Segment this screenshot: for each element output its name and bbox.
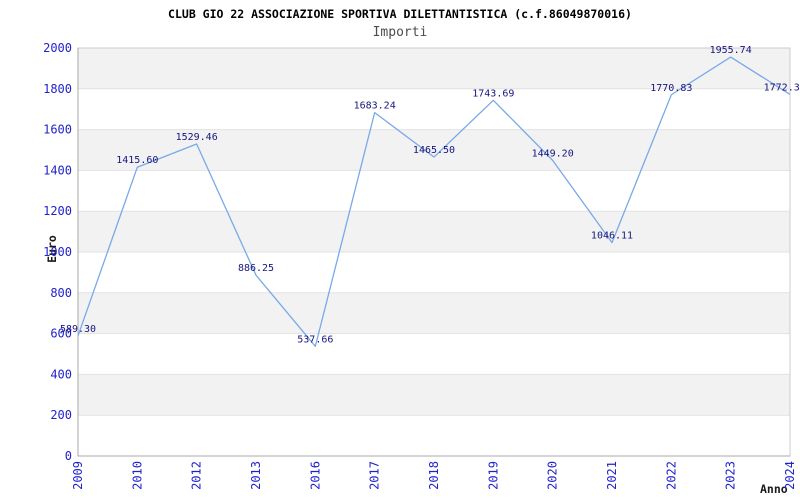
data-point-label: 589.30 (60, 324, 96, 335)
y-tick-label: 600 (50, 327, 72, 341)
chart-subtitle: Importi (372, 25, 428, 40)
x-tick-label: 2021 (605, 461, 619, 490)
data-point-label: 1046.11 (591, 231, 633, 242)
x-tick-label: 2017 (368, 461, 382, 490)
x-tick-label: 2019 (486, 461, 500, 490)
data-point-label: 1683.24 (354, 101, 396, 112)
x-tick-label: 2012 (190, 461, 204, 490)
x-axis-title: Anno (760, 482, 788, 496)
x-tick-label: 2023 (724, 461, 738, 490)
plot-band (78, 374, 790, 416)
data-point-label: 1449.20 (532, 148, 574, 159)
x-tick-label: 2016 (308, 461, 322, 490)
y-tick-label: 1600 (43, 123, 72, 137)
y-tick-label: 1800 (43, 82, 72, 96)
x-tick-label: 2024 (783, 461, 797, 490)
x-tick-label: 2022 (664, 461, 678, 490)
data-line (77, 56, 791, 347)
y-tick-label: 0 (65, 449, 72, 463)
x-tick-label: 2010 (130, 461, 144, 490)
y-tick-label: 400 (50, 367, 72, 381)
data-point-label: 1465.50 (413, 145, 455, 156)
x-tick-label: 2009 (71, 461, 85, 490)
plot-band (78, 211, 790, 252)
x-tick-label: 2013 (249, 461, 263, 490)
plot-band (78, 129, 790, 171)
data-point-label: 1770.83 (650, 83, 692, 94)
x-tick-label: 2020 (546, 461, 560, 490)
plot-band (78, 48, 790, 89)
y-tick-label: 1200 (43, 204, 72, 218)
y-tick-label: 2000 (43, 41, 72, 55)
data-point-label: 1772.3 (764, 82, 800, 93)
chart-title: CLUB GIO 22 ASSOCIAZIONE SPORTIVA DILETT… (168, 7, 632, 21)
y-tick-label: 1400 (43, 163, 72, 177)
data-point-label: 1415.60 (116, 155, 158, 166)
y-tick-label: 200 (50, 408, 72, 422)
y-tick-label: 800 (50, 286, 72, 300)
data-point-label: 1529.46 (176, 132, 218, 143)
data-point-label: 886.25 (238, 263, 274, 274)
data-point-label: 1955.74 (710, 45, 752, 56)
data-point-label: 1743.69 (472, 88, 514, 99)
plot-band (78, 292, 790, 334)
x-tick-label: 2018 (427, 461, 441, 490)
y-tick-label: 1000 (43, 245, 72, 259)
data-point-label: 537.66 (297, 334, 333, 345)
